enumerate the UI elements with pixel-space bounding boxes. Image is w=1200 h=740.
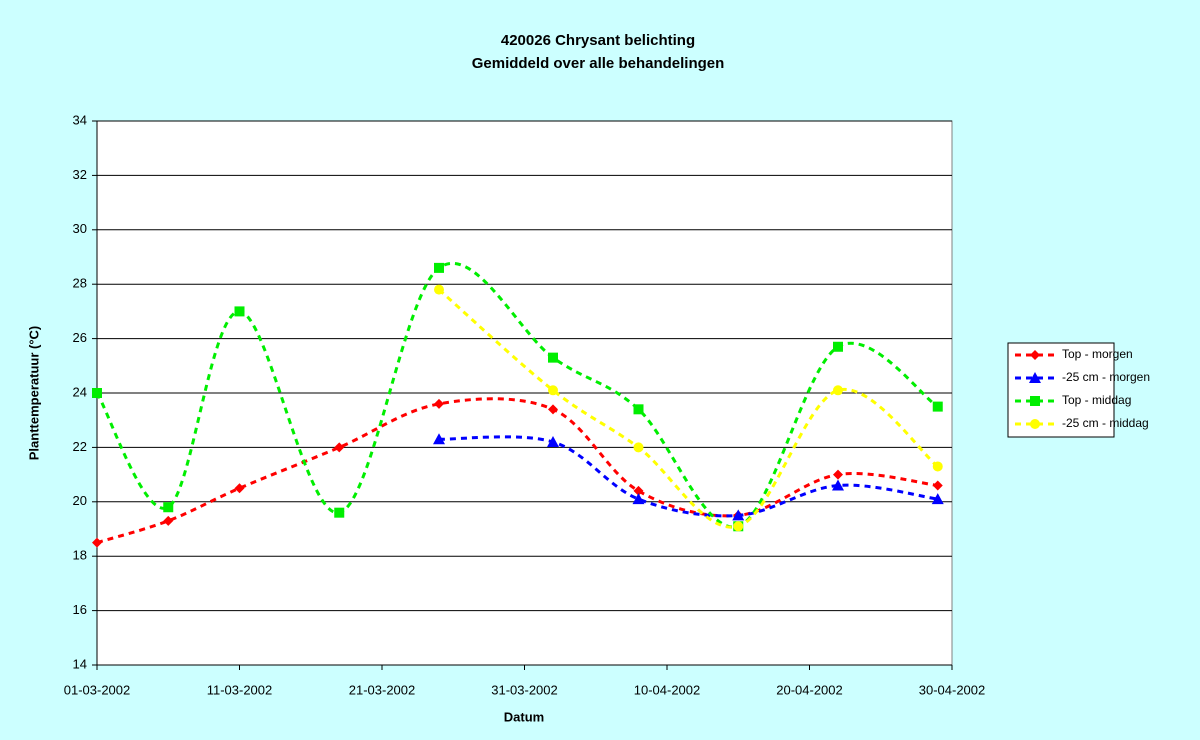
- marker: [633, 442, 644, 453]
- marker: [732, 509, 745, 521]
- x-tick-label: 10-04-2002: [634, 682, 701, 697]
- marker: [733, 521, 744, 532]
- series-line: [438, 288, 939, 529]
- x-axis-label: Datum: [504, 709, 544, 724]
- y-axis-label: Planttemperatuur (°C): [26, 326, 41, 461]
- marker: [334, 507, 345, 518]
- x-tick-label: 31-03-2002: [491, 682, 558, 697]
- y-tick-label: 20: [73, 493, 87, 508]
- legend-label: Top - middag: [1062, 393, 1131, 407]
- x-tick-label: 30-04-2002: [919, 682, 986, 697]
- chart-title: 420026 Chrysant belichting: [501, 32, 695, 49]
- marker: [833, 385, 843, 396]
- y-tick-label: 28: [73, 276, 87, 291]
- x-tick-label: 11-03-2002: [207, 682, 273, 697]
- marker: [234, 306, 245, 317]
- legend-label: Top - morgen: [1062, 347, 1133, 361]
- y-tick-label: 26: [73, 330, 87, 345]
- series-line: [438, 435, 938, 518]
- marker: [163, 515, 174, 526]
- y-tick-label: 18: [73, 548, 87, 563]
- legend-marker: [1030, 350, 1040, 360]
- series-line: [96, 397, 938, 545]
- y-tick-label: 24: [73, 384, 87, 399]
- y-tick-label: 34: [73, 112, 87, 127]
- marker: [434, 398, 444, 409]
- series-line: [95, 261, 939, 529]
- legend-box: [1007, 342, 1115, 438]
- y-tick-label: 30: [73, 221, 87, 236]
- x-tick-label: 01-03-2002: [64, 682, 131, 697]
- marker: [932, 461, 943, 472]
- marker: [434, 262, 444, 273]
- legend-label: -25 cm - middag: [1062, 416, 1149, 430]
- marker: [633, 404, 644, 415]
- marker: [334, 442, 345, 453]
- y-tick-label: 32: [73, 167, 87, 182]
- marker: [92, 537, 102, 548]
- marker: [92, 388, 102, 398]
- marker: [633, 485, 644, 496]
- legend-label: -25 cm - morgen: [1062, 370, 1150, 384]
- marker: [163, 502, 174, 513]
- marker: [932, 480, 943, 491]
- marker: [932, 401, 943, 412]
- marker: [833, 341, 843, 352]
- marker: [548, 385, 558, 396]
- x-tick-label: 20-04-2002: [776, 682, 843, 697]
- chart-subtitle: Gemiddeld over alle behandelingen: [472, 55, 725, 72]
- marker: [931, 493, 944, 505]
- y-tick-label: 14: [73, 656, 87, 671]
- legend-marker: [1030, 396, 1040, 406]
- marker: [433, 433, 445, 445]
- marker: [234, 483, 245, 494]
- marker: [833, 469, 843, 480]
- legend-marker: [1029, 372, 1041, 383]
- y-tick-label: 22: [73, 439, 87, 454]
- marker: [548, 404, 558, 415]
- marker: [548, 352, 558, 363]
- x-tick-label: 21-03-2002: [349, 682, 416, 697]
- marker: [832, 479, 844, 491]
- y-tick-label: 16: [73, 602, 87, 617]
- marker: [632, 493, 645, 505]
- marker: [434, 284, 444, 295]
- marker: [547, 435, 559, 447]
- legend-marker: [1030, 419, 1040, 429]
